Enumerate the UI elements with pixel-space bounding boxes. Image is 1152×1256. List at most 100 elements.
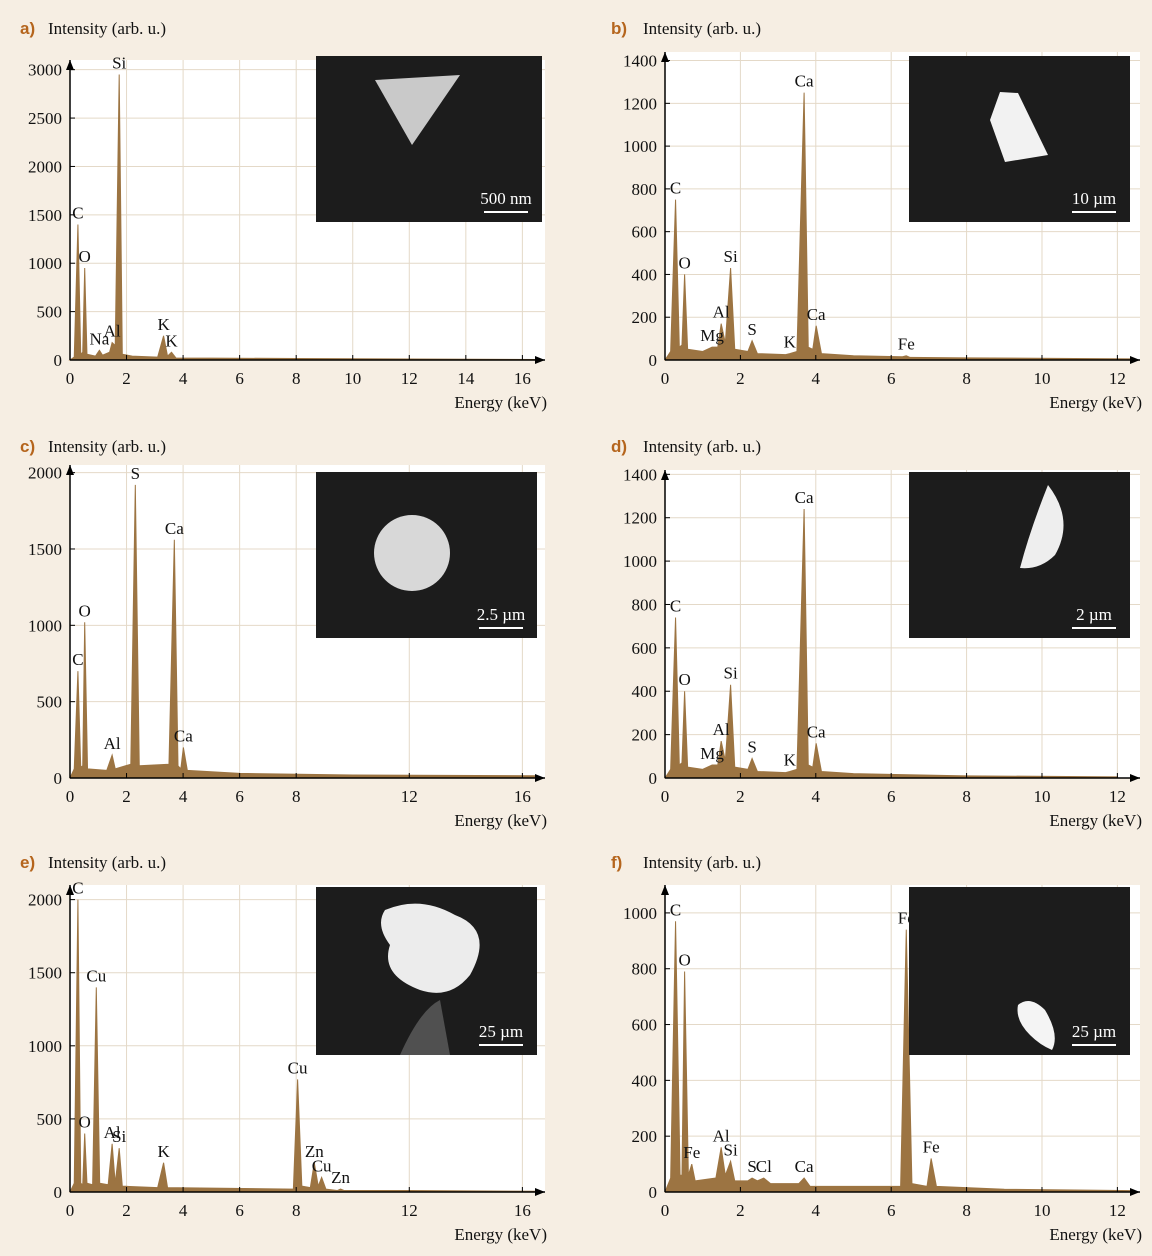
spectrum-area xyxy=(69,484,538,779)
y-arrow xyxy=(661,470,669,480)
x-tick-label: 6 xyxy=(887,369,896,388)
x-tick-label: 14 xyxy=(457,369,475,388)
x-axis-label: Energy (keV) xyxy=(1049,1225,1142,1244)
y-tick-label: 1500 xyxy=(28,964,62,983)
y-tick-label: 200 xyxy=(632,1127,658,1146)
peak-label: Ca xyxy=(795,1157,814,1176)
spectrum-area xyxy=(664,509,1118,779)
x-tick-label: 12 xyxy=(401,787,418,806)
x-arrow xyxy=(535,356,545,364)
scale-bar-label: 500 nm xyxy=(480,189,531,208)
y-tick-label: 1000 xyxy=(623,904,657,923)
y-tick-label: 2500 xyxy=(28,109,62,128)
y-axis-label: Intensity (arb. u.) xyxy=(48,853,166,872)
x-axis-label: Energy (keV) xyxy=(454,393,547,412)
y-tick-label: 0 xyxy=(649,351,658,370)
x-axis-label: Energy (keV) xyxy=(454,811,547,830)
peak-label: Zn xyxy=(331,1168,350,1187)
peak-label: Cl xyxy=(756,1157,772,1176)
x-tick-label: 10 xyxy=(1033,787,1050,806)
particle xyxy=(381,903,480,993)
panel-label: c) xyxy=(20,437,35,456)
peak-label: K xyxy=(784,750,797,769)
peak-label: Fe xyxy=(683,1143,700,1162)
x-tick-label: 4 xyxy=(179,369,188,388)
inset-particle xyxy=(375,75,460,145)
y-tick-label: 2000 xyxy=(28,157,62,176)
peak-label: Si xyxy=(724,664,738,683)
x-axis-label: Energy (keV) xyxy=(1049,393,1142,412)
x-tick-label: 2 xyxy=(122,787,131,806)
y-tick-label: 1000 xyxy=(623,552,657,571)
peak-label: S xyxy=(747,737,756,756)
peak-label: Ca xyxy=(165,519,184,538)
peak-label: Al xyxy=(713,303,730,322)
scale-bar-label: 25 µm xyxy=(479,1022,523,1041)
x-tick-label: 16 xyxy=(514,369,531,388)
y-tick-label: 800 xyxy=(632,960,658,979)
peak-label: Ca xyxy=(795,488,814,507)
peak-label: Al xyxy=(104,1123,121,1142)
peak-label: O xyxy=(79,601,91,620)
x-arrow xyxy=(535,1188,545,1196)
y-tick-label: 400 xyxy=(632,1071,658,1090)
x-tick-label: 0 xyxy=(661,787,670,806)
peak-label: Si xyxy=(724,1140,738,1159)
peak-label: Ca xyxy=(807,305,826,324)
y-tick-label: 0 xyxy=(54,769,63,788)
particle xyxy=(1020,485,1064,569)
peak-label: Cu xyxy=(288,1058,308,1077)
peak-label: O xyxy=(79,1113,91,1132)
y-tick-label: 500 xyxy=(37,1110,63,1129)
panel-label: d) xyxy=(611,437,627,456)
y-tick-label: 200 xyxy=(632,726,658,745)
x-tick-label: 4 xyxy=(179,1201,188,1220)
panel-label: e) xyxy=(20,853,35,872)
x-tick-label: 8 xyxy=(292,1201,301,1220)
x-tick-label: 4 xyxy=(812,369,821,388)
peak-label: Na xyxy=(89,329,109,348)
y-tick-label: 400 xyxy=(632,265,658,284)
particle xyxy=(400,1000,450,1055)
inset-image xyxy=(909,472,1130,638)
x-tick-label: 2 xyxy=(736,369,745,388)
x-tick-label: 4 xyxy=(179,787,188,806)
x-tick-label: 6 xyxy=(887,787,896,806)
x-axis-label: Energy (keV) xyxy=(454,1225,547,1244)
spectrum-area xyxy=(68,74,538,361)
y-tick-label: 400 xyxy=(632,682,658,701)
peak-label: K xyxy=(157,315,170,334)
y-tick-label: 2000 xyxy=(28,464,62,483)
x-arrow xyxy=(1130,1188,1140,1196)
panel-label: f) xyxy=(611,853,622,872)
peak-label: S xyxy=(747,1157,756,1176)
y-tick-label: 800 xyxy=(632,595,658,614)
y-tick-label: 0 xyxy=(54,1183,63,1202)
peak-label: Fe xyxy=(923,1138,940,1157)
y-tick-label: 1200 xyxy=(623,94,657,113)
inset-image xyxy=(909,887,1130,1055)
spectrum-area xyxy=(664,92,1133,361)
x-tick-label: 2 xyxy=(122,1201,131,1220)
x-tick-label: 8 xyxy=(292,369,301,388)
particle xyxy=(990,92,1048,162)
y-arrow xyxy=(661,885,669,895)
x-tick-label: 12 xyxy=(1109,1201,1126,1220)
inset-particle xyxy=(381,903,480,1055)
peak-label: Si xyxy=(112,54,126,73)
peak-label: Al xyxy=(104,322,121,341)
x-tick-label: 2 xyxy=(736,1201,745,1220)
peak-label: Si xyxy=(112,1127,126,1146)
y-arrow xyxy=(66,885,74,895)
y-tick-label: 600 xyxy=(632,223,658,242)
peak-label: O xyxy=(678,670,690,689)
peak-label: Mg xyxy=(700,744,724,763)
x-arrow xyxy=(535,774,545,782)
x-tick-label: 8 xyxy=(962,787,971,806)
y-arrow xyxy=(66,60,74,70)
x-tick-label: 2 xyxy=(122,369,131,388)
y-tick-label: 0 xyxy=(649,1183,658,1202)
spectrum-area xyxy=(664,921,1133,1193)
y-tick-label: 600 xyxy=(632,639,658,658)
panel-label: a) xyxy=(20,19,35,38)
